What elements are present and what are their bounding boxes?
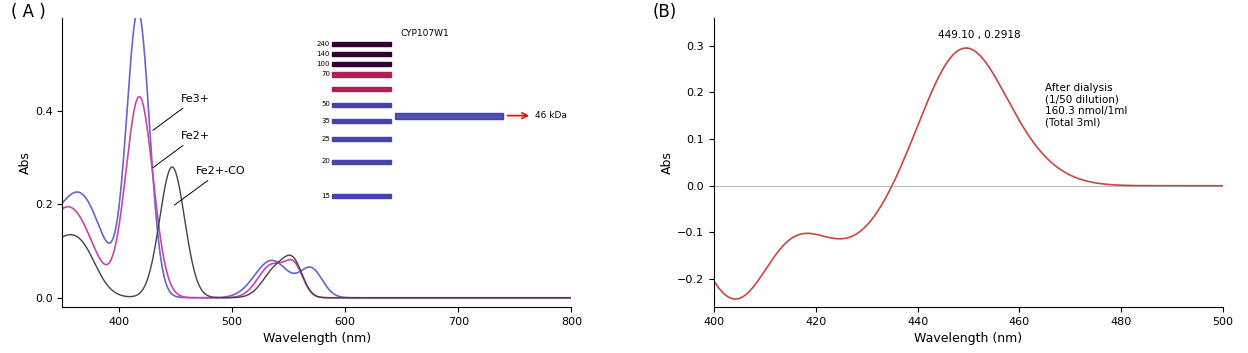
Text: Fe3+: Fe3+: [152, 94, 210, 130]
Text: ( A ): ( A ): [11, 3, 46, 21]
Text: Fe2+: Fe2+: [152, 131, 211, 168]
Text: After dialysis
(1/50 dilution)
160.3 nmol/1ml
(Total 3ml): After dialysis (1/50 dilution) 160.3 nmo…: [1045, 83, 1127, 128]
X-axis label: Wavelength (nm): Wavelength (nm): [263, 333, 371, 345]
Text: (B): (B): [653, 3, 678, 21]
Text: Fe2+-CO: Fe2+-CO: [175, 166, 246, 205]
X-axis label: Wavelength (nm): Wavelength (nm): [915, 333, 1022, 345]
Y-axis label: Abs: Abs: [661, 151, 674, 174]
Text: 449.10 , 0.2918: 449.10 , 0.2918: [938, 30, 1021, 40]
Y-axis label: Abs: Abs: [19, 151, 32, 174]
